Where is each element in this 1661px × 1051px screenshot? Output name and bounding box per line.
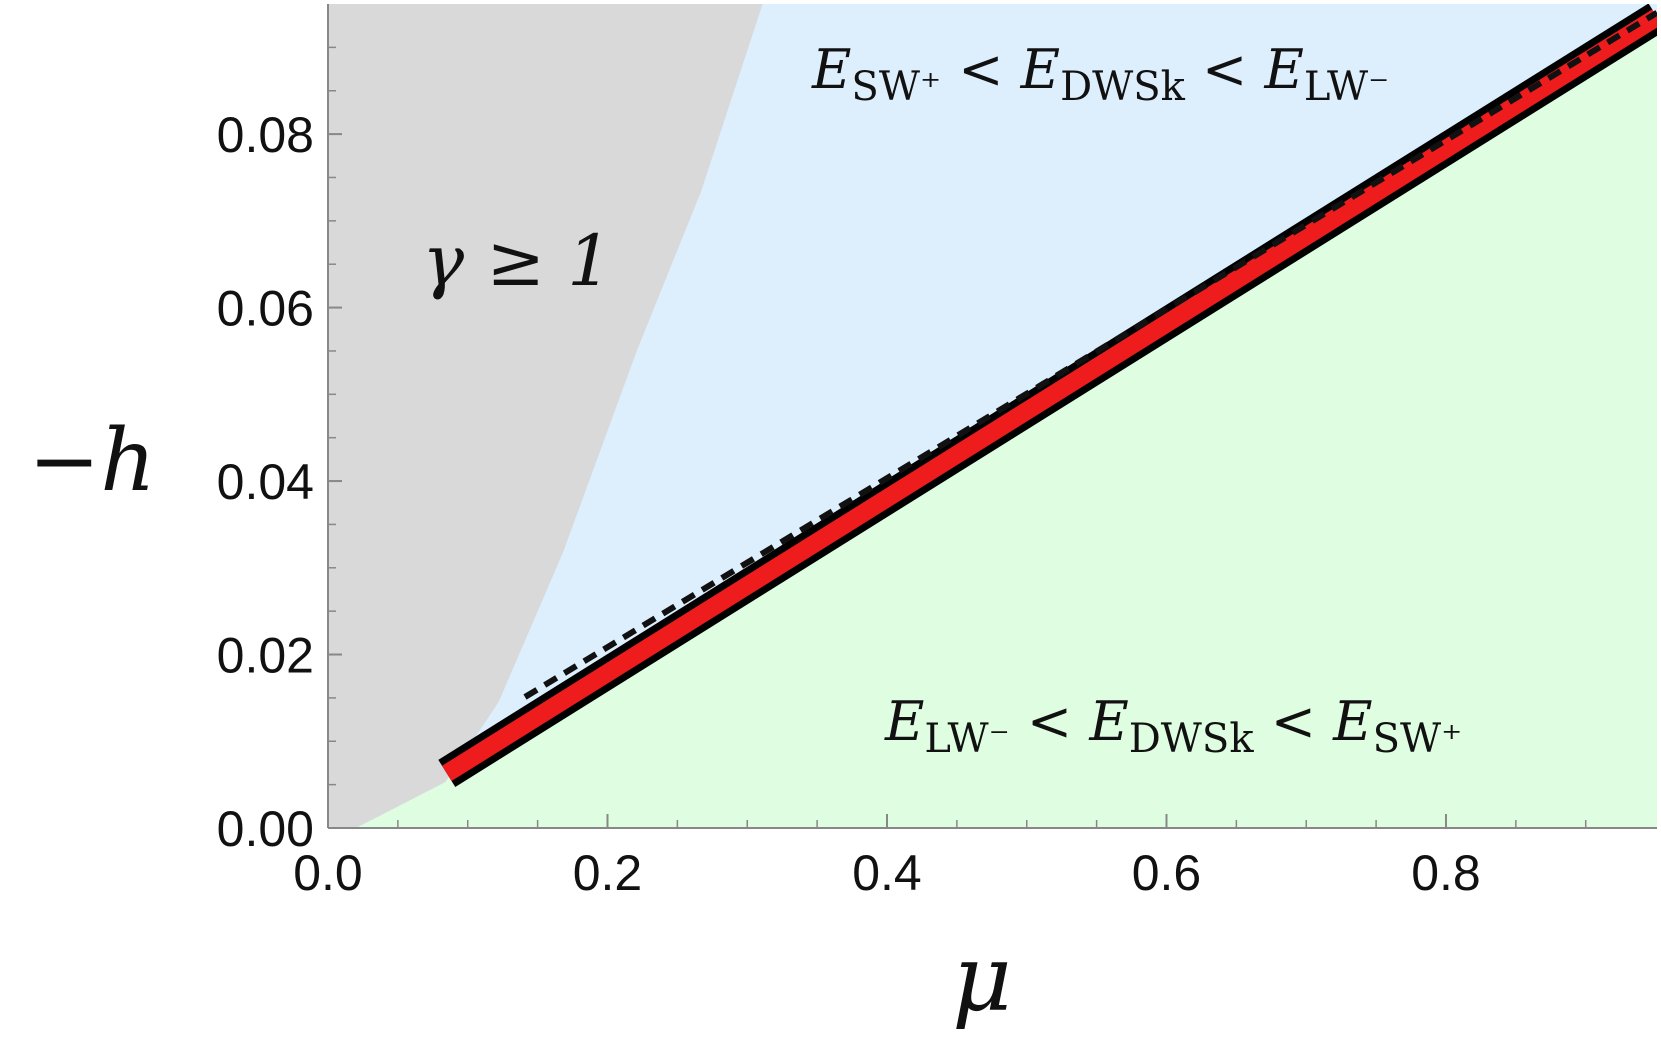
region-label: ESW⁺ < EDWSk < ELW⁻ [811,38,1389,110]
subscript: SW⁺ [851,64,941,110]
y-tick-label: 0.08 [217,107,314,163]
y-tick-label: 0.06 [217,281,314,337]
subscript: LW⁻ [924,716,1009,762]
label-part: E [1263,38,1303,101]
label-part: E [1332,690,1372,753]
dashed-line [523,10,1657,700]
label-part: < [1254,690,1334,753]
y-axis-label: −h [28,411,155,511]
y-tick-label: 0.00 [217,801,314,857]
label-part: < [1010,690,1090,753]
x-axis-label: μ [952,925,1012,1032]
label-part: E [884,690,924,753]
plot-area [328,4,1657,828]
band-core [442,9,1657,782]
y-tick-label: 0.04 [217,454,314,510]
region-label: ELW⁻ < EDWSk < ESW⁺ [884,690,1462,762]
x-tick-label: 0.4 [852,845,922,901]
label-part: E [1088,690,1128,753]
axes: 0.0 0.2 0.4 0.6 0.8 0.00 0.02 0.04 0.06 0.08 [217,4,1657,901]
x-tick-label: 0.6 [1132,845,1202,901]
label-part: E [811,38,851,101]
region-label: γ ≥ 1 [422,220,612,302]
x-tick-label: 0.8 [1411,845,1481,901]
gray-region [328,4,763,828]
subscript: DWSk [1129,716,1255,762]
subscript: LW⁻ [1304,64,1389,110]
subscript: DWSk [1060,64,1186,110]
y-tick-label: 0.02 [217,628,314,684]
label-part: E [1020,38,1060,101]
label-part: < [941,38,1021,101]
lower-region [355,17,1657,828]
subscript: SW⁺ [1373,716,1463,762]
x-tick-label: 0.2 [573,845,643,901]
x-tick-label: 0.0 [293,845,363,901]
label-part: < [1185,38,1265,101]
